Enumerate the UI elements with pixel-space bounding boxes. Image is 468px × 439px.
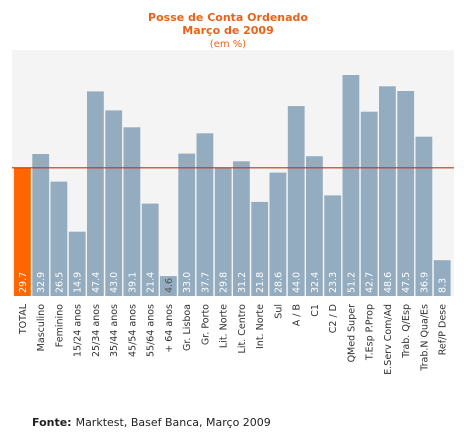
footer: Fonte: Marktest, Basef Banca, Março 2009 [32,416,271,429]
bar [68,231,86,296]
data-label: 48.6 [383,272,394,293]
bar [233,161,250,296]
bar [196,133,214,296]
category-label: + 64 anos [164,304,175,353]
footer-text: Marktest, Basef Banca, Março 2009 [76,416,271,429]
data-label: 4.6 [164,278,175,293]
chart-unit: (em %) [210,39,246,50]
category-label: Trab.N Qua/Es [419,304,430,372]
footer-label: Fonte: [32,416,72,429]
category-label: Sul [273,304,284,319]
category-label: 55/64 anos [146,304,157,357]
data-label: 28.6 [273,272,284,293]
bar [178,153,196,296]
category-label: 45/54 anos [127,304,138,357]
bar [397,91,415,296]
category-label: Gr. Porto [200,304,211,345]
bar [269,172,287,296]
bar [433,260,451,296]
value-labels-group: 29.7 32.9 26.5 14.9 47.4 43.0 39.1 21.4 4.6 33.0 3… [18,272,449,293]
category-label: C1 [310,304,321,317]
category-label: 25/34 anos [91,304,102,357]
category-label: Trab. Q/Esp [401,304,412,359]
data-label: 44.0 [292,272,303,293]
data-label: 43.0 [109,272,120,293]
data-label: 21.8 [255,272,266,293]
chart-title: Posse de Conta Ordenado [148,11,308,24]
bar [105,110,123,297]
data-label: 51.2 [346,272,357,293]
data-label: 29.7 [18,272,29,293]
bar [415,136,433,296]
data-label: 37.7 [200,272,211,293]
data-label: 26.5 [54,272,65,293]
data-label: 47.5 [401,272,412,293]
data-label: 39.1 [127,272,138,293]
category-label: TOTAL [18,303,29,335]
category-label: Gr. Lisboa [182,304,193,351]
category-label: E.Serv Com/Ad [383,304,394,375]
bar [87,91,104,297]
bar [360,111,378,296]
data-label: 33.0 [182,272,193,293]
category-label: A / B [292,304,303,326]
bar [214,167,232,296]
bar [32,154,50,296]
category-label: T.Esp P.Prop [365,304,376,361]
bar [324,195,342,296]
data-label: 21.4 [146,272,157,293]
bar [342,75,360,296]
bar [123,127,141,296]
bars-group [14,75,451,297]
category-label: Ref/P Dese [438,304,449,355]
data-label: 32.4 [310,272,321,293]
category-label: Feminino [54,304,65,347]
chart-subtitle: Março de 2009 [182,24,273,37]
category-label: Int. Norte [255,304,266,349]
data-label: 47.4 [91,272,102,293]
category-label: QMed Super [346,304,357,362]
category-label: Lit. Norte [219,304,230,348]
bar [14,167,31,296]
data-label: 36.9 [419,272,430,293]
data-label: 8.3 [438,278,449,293]
category-label: 15/24 anos [73,304,84,357]
data-label: 23.3 [328,272,339,293]
category-label: Lit. Centro [237,304,248,354]
data-label: 29.8 [219,272,230,293]
category-label: C2 / D [328,304,339,333]
data-label: 32.9 [36,272,47,293]
data-label: 31.2 [237,272,248,293]
bar [379,86,396,296]
bar [251,201,269,296]
bar [306,156,323,296]
category-label: 35/44 anos [109,304,120,357]
bar [287,106,305,296]
data-label: 42.7 [365,272,376,293]
category-labels-group: TOTAL Masculino Feminino 15/24 anos 25/34 an… [18,303,449,374]
bar [160,276,177,296]
bar [50,181,68,296]
bar [141,203,159,296]
category-label: Masculino [36,304,47,352]
data-label: 14.9 [73,272,84,293]
